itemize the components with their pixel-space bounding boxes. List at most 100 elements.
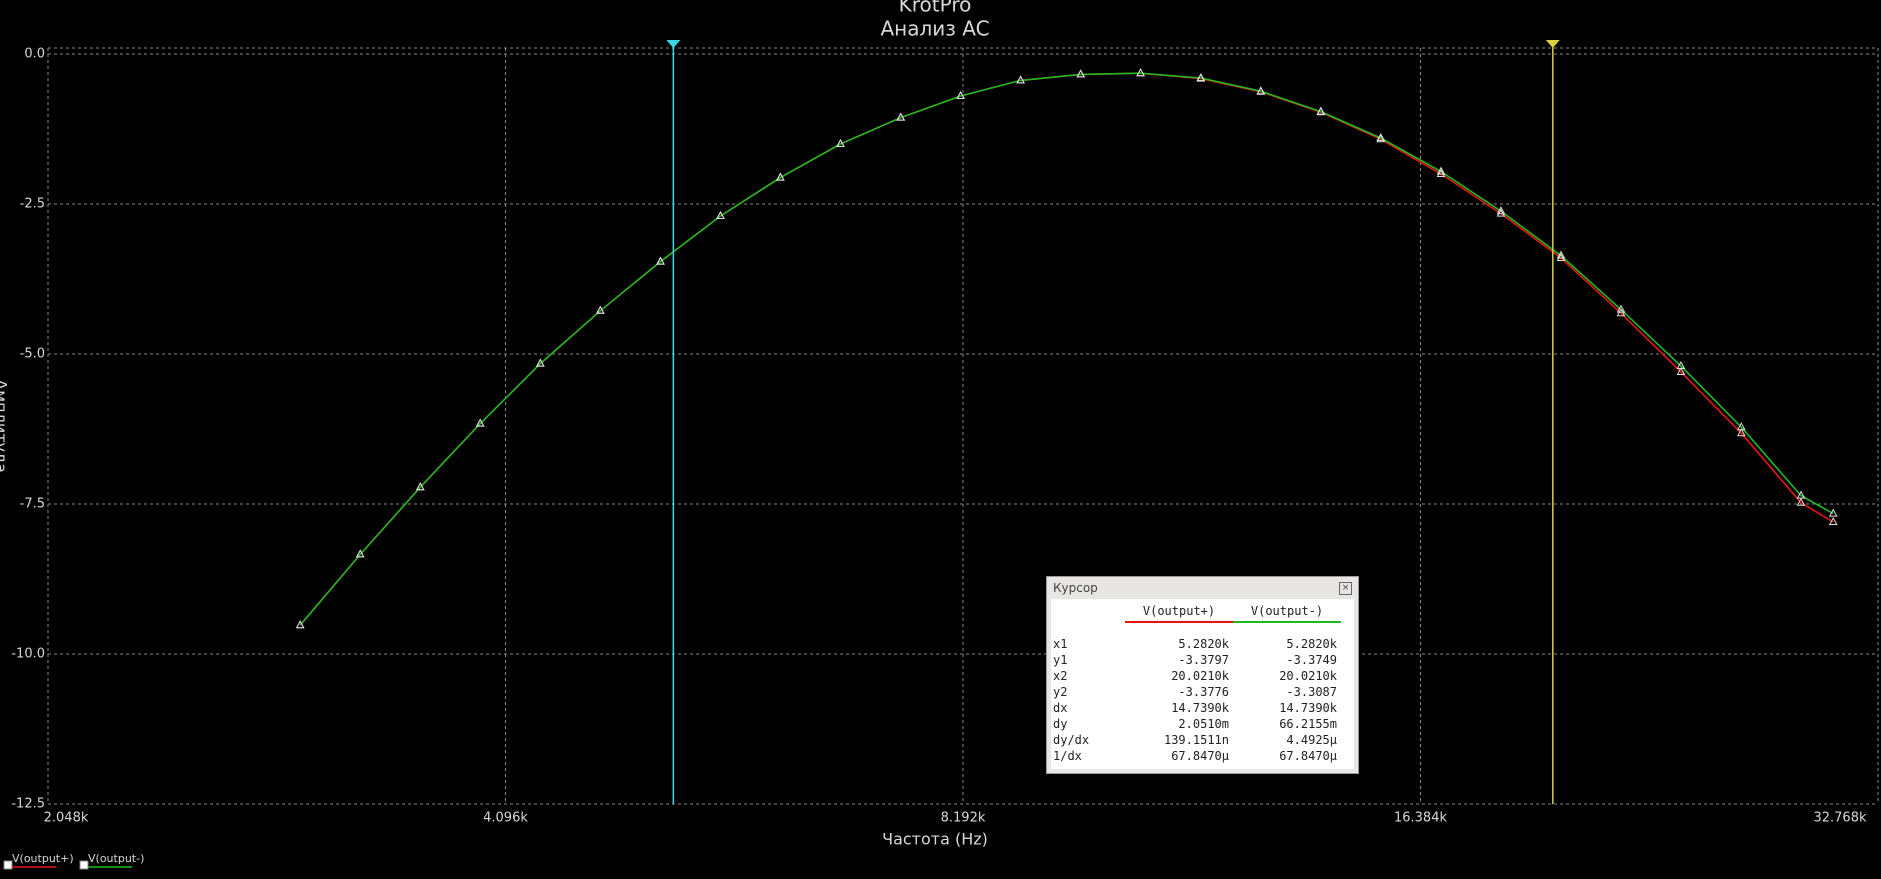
legend-checkbox[interactable] [3, 860, 13, 870]
cursor-row: 1/dx 67.8470µ 67.8470µ [1053, 748, 1341, 764]
point-marker [1256, 86, 1266, 95]
y-tick-label: -10.0 [11, 647, 45, 662]
legend-checkbox[interactable] [79, 860, 89, 870]
y-axis-label: Амплитуда [0, 379, 11, 473]
point-marker [1796, 490, 1806, 499]
x-tick-label: 4.096k [483, 811, 528, 826]
row-label: dx [1053, 701, 1068, 715]
point-marker [716, 210, 725, 219]
row-value: 20.0210k [1171, 669, 1229, 683]
point-marker [1316, 106, 1326, 115]
empty-cell [1053, 601, 1125, 622]
legend-label: V(output+) [12, 852, 74, 865]
point-marker [596, 305, 605, 314]
point-marker [415, 482, 425, 491]
y-tick-label: 0.0 [24, 47, 45, 62]
point-marker [1436, 166, 1446, 175]
cursor-panel: Курсор × V(output+) V(output-) x1 5.2820k 5.2… [1046, 576, 1359, 774]
point-marker [1828, 516, 1838, 525]
point-marker [776, 172, 785, 181]
point-marker [1196, 72, 1206, 81]
y-tick-label: -12.5 [11, 797, 45, 812]
row-label: x1 [1053, 637, 1068, 651]
x-tick-label: 2.048k [44, 811, 89, 826]
x-tick-label: 16.384k [1394, 811, 1447, 826]
point-marker [1376, 134, 1386, 143]
row-value: 14.7390k [1279, 701, 1337, 715]
row-label: dy/dx [1053, 733, 1090, 747]
x-axis-label: Частота (Hz) [882, 830, 988, 849]
chart-subtitle: Анализ AC [880, 17, 989, 41]
cursor-row: dx 14.7390k 14.7390k [1053, 700, 1341, 716]
point-marker [1376, 132, 1386, 141]
point-marker [1676, 366, 1686, 375]
row-label: y1 [1053, 653, 1068, 667]
cursor-row: y1 -3.3797 -3.3749 [1053, 652, 1341, 668]
row-value: -3.3776 [1178, 685, 1229, 699]
row-value: 2.0510m [1178, 717, 1229, 731]
cursor-row: x1 5.2820k 5.2820k [1053, 636, 1341, 652]
x-tick-label: 8.192k [941, 811, 986, 826]
point-marker [1076, 69, 1086, 78]
panel-header: Курсор × [1047, 577, 1358, 599]
point-marker [1496, 206, 1506, 215]
row-value: -3.3797 [1178, 653, 1229, 667]
column-header: V(output+) [1125, 601, 1233, 623]
point-marker [295, 620, 305, 629]
spacer-row [1053, 622, 1341, 636]
cursor-row: dy/dx 139.1511n 4.4925µ [1053, 732, 1341, 748]
row-value: 4.4925µ [1286, 733, 1337, 747]
chart-title: KrotPro [899, 0, 972, 17]
panel-header-row: V(output+) V(output-) [1053, 601, 1341, 623]
panel-title: Курсор [1053, 581, 1098, 595]
cursor-table: V(output+) V(output-) x1 5.2820k 5.2820k y1 -3… [1053, 601, 1341, 764]
close-button[interactable]: × [1339, 582, 1352, 595]
point-marker [475, 418, 485, 427]
series-line [299, 72, 1834, 626]
row-value: 139.1511n [1163, 733, 1229, 747]
y-tick-label: -7.5 [20, 497, 45, 512]
x-tick-label: 32.768k [1813, 811, 1866, 826]
row-value: 67.8470µ [1171, 749, 1229, 763]
point-marker [1737, 422, 1746, 431]
cursor-row: x2 20.0210k 20.0210k [1053, 668, 1341, 684]
legend-label: V(output-) [88, 852, 144, 865]
point-marker [1556, 250, 1566, 259]
row-value: 14.7390k [1171, 701, 1229, 715]
point-marker [956, 90, 965, 99]
point-marker [836, 138, 845, 147]
row-value: 5.2820k [1286, 637, 1337, 651]
point-marker [1737, 428, 1746, 437]
row-value: 66.2155m [1279, 717, 1337, 731]
point-marker [1136, 68, 1145, 77]
point-marker [355, 549, 365, 558]
column-header: V(output-) [1233, 601, 1341, 623]
point-marker [1616, 304, 1626, 313]
row-value: 5.2820k [1178, 637, 1229, 651]
row-value: 20.0210k [1279, 669, 1337, 683]
point-marker [1796, 497, 1806, 506]
row-label: dy [1053, 717, 1068, 731]
row-label: 1/dx [1053, 749, 1082, 763]
row-value: -3.3749 [1286, 653, 1337, 667]
point-marker [1676, 360, 1686, 369]
row-label: y2 [1053, 685, 1068, 699]
point-marker [1828, 508, 1838, 517]
point-marker [1496, 208, 1506, 217]
point-marker [1016, 75, 1025, 84]
cursor-row: y2 -3.3776 -3.3087 [1053, 684, 1341, 700]
cursor-handle [666, 40, 681, 48]
y-tick-label: -2.5 [20, 197, 45, 212]
point-marker [1436, 168, 1446, 177]
panel-body: V(output+) V(output-) x1 5.2820k 5.2820k y1 -3… [1051, 599, 1354, 769]
point-marker [1556, 252, 1566, 261]
row-value: -3.3087 [1286, 685, 1337, 699]
series-line [299, 72, 1834, 626]
cursor-handle [1545, 40, 1560, 48]
point-marker [896, 112, 906, 121]
row-label: x2 [1053, 669, 1068, 683]
y-tick-label: -5.0 [20, 347, 45, 362]
cursor-row: dy 2.0510m 66.2155m [1053, 716, 1341, 732]
